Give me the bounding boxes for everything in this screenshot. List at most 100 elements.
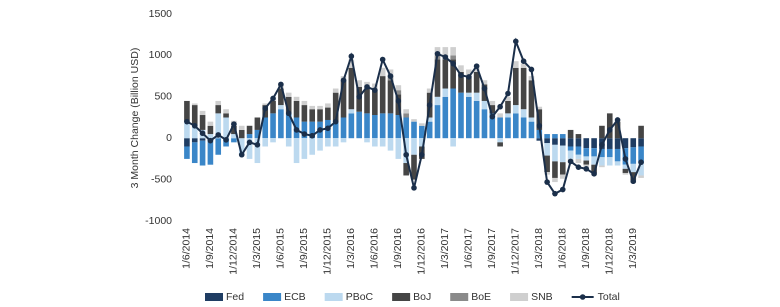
bar-segment [552,177,558,183]
bar-segment [285,138,292,147]
bar-segment [270,138,276,143]
x-tick-label: 1/6/2014 [181,228,193,269]
bar-segment [614,138,621,149]
y-tick-label: 1000 [149,49,173,61]
bar-segment [238,129,245,139]
bar-segment [301,138,308,159]
bar-segment [301,105,308,122]
bar-segment [442,47,449,56]
bar-segment [497,138,503,143]
bar-segment [207,121,214,126]
bar-segment [223,109,229,114]
bar-segment [505,113,511,118]
bar-segment [473,92,480,101]
bar-segment [325,107,331,120]
bar-segment [536,106,543,110]
bar-segment [497,142,503,147]
bar-segment [309,138,316,155]
bar-segment [191,105,198,126]
total-point [442,54,449,60]
bar-segment [419,123,425,126]
bar-segment [191,103,198,106]
bar-segment [270,100,276,114]
bar-segment [591,148,597,157]
bar-segment [309,109,316,122]
bar-segment [481,80,488,85]
bar-segment [207,134,214,139]
bar-segment [403,109,409,114]
bar-segment [387,80,394,114]
bar-segment [332,121,339,139]
bar-segment [411,119,417,122]
bar-segment [630,163,637,173]
total-point [254,142,261,148]
total-point [599,142,605,148]
total-point [419,151,425,158]
bar-segment [340,80,347,118]
y-tick-label: 1500 [149,8,173,20]
bar-segment [575,138,582,147]
bar-segment [450,138,456,147]
bar-segment [184,121,190,139]
bar-segment [411,121,417,139]
bar-segment [379,67,386,77]
legend-label: PBoC [346,291,374,303]
bar-segment [364,113,370,139]
bar-segment [544,134,550,139]
bar-segment [387,113,394,139]
total-point [583,166,590,172]
bar-segment [309,121,316,139]
total-point [356,94,362,100]
bar-segment [466,92,472,97]
bar-segment [583,156,590,161]
total-point [575,164,582,170]
bar-segment [285,113,292,139]
bar-segment [340,117,347,139]
legend-swatch [392,293,411,301]
bar-segment [395,115,402,139]
bar-segment [544,155,550,173]
total-point [458,72,464,79]
bar-segment [309,105,316,110]
bar-segment [411,138,417,155]
bar-segment [238,125,245,130]
bar-segment [348,59,355,68]
total-point [466,74,472,80]
bar-segment [512,113,519,139]
bar-segment [223,117,229,139]
bar-segment [520,109,527,118]
total-point [317,127,323,133]
bar-segment [199,140,206,166]
bar-segment [638,175,644,178]
bar-segment [528,80,535,118]
bar-segment [278,109,284,139]
legend-swatch [510,293,529,301]
bar-segment [285,92,292,97]
total-point [285,110,292,117]
y-tick-label: 0 [166,132,172,144]
bar-segment [340,138,347,143]
bar-segment [466,76,472,93]
legend-swatch [263,293,282,301]
bar-segment [246,134,253,139]
bar-segment [575,158,582,164]
bar-segment [285,96,292,114]
bar-segment [512,67,519,106]
bar-segment [184,100,190,122]
total-point [536,122,543,129]
bar-segment [450,59,456,89]
bar-segment [599,157,605,166]
bar-segment [215,138,222,155]
bar-segment [278,105,284,110]
x-tick-label: 1/9/2015 [298,228,310,269]
total-point [238,151,245,158]
bar-segment [395,138,402,159]
legend-swatch [205,293,223,301]
x-tick-label: 1/12/2018 [604,228,616,275]
legend-marker [579,294,586,300]
bar-segment [552,134,558,139]
y-tick-label: -500 [151,173,172,185]
bar-segment [614,148,621,162]
x-tick-label: 1/12/2017 [510,228,522,275]
bar-segment [254,117,261,130]
